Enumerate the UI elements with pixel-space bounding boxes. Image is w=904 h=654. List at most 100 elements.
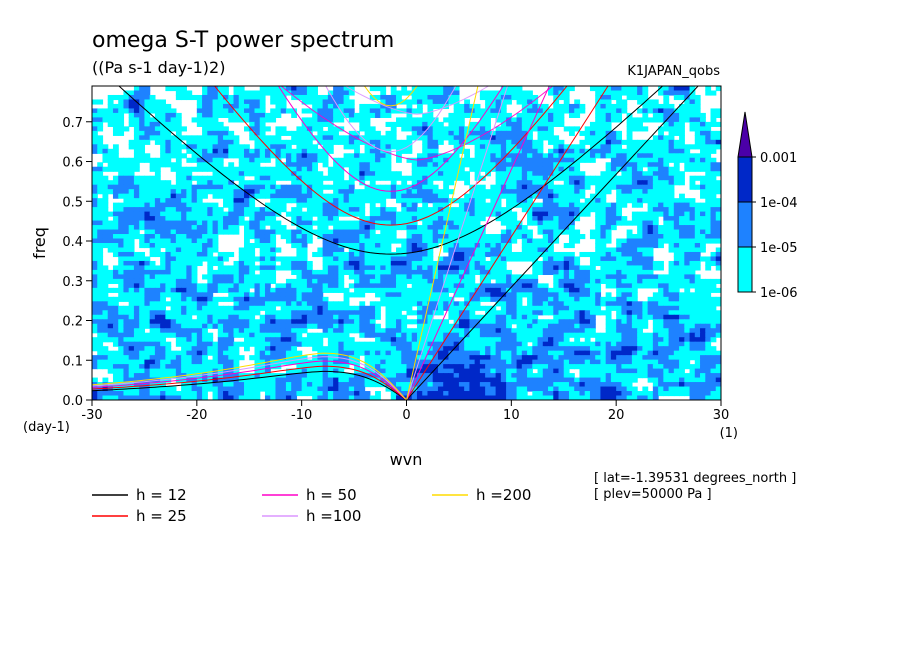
- heatmap-cell: [348, 157, 355, 163]
- heatmap-cell: [301, 238, 308, 244]
- heatmap-cell: [165, 130, 172, 136]
- heatmap-cell: [175, 292, 182, 298]
- heatmap-cell: [605, 175, 612, 181]
- heatmap-cell: [385, 287, 392, 293]
- heatmap-cell: [312, 292, 318, 298]
- heatmap-cell: [154, 305, 161, 311]
- heatmap-cell: [568, 108, 575, 114]
- heatmap-cell: [112, 251, 119, 258]
- heatmap-cell: [118, 220, 125, 226]
- heatmap-cell: [259, 292, 266, 298]
- heatmap-cell: [416, 86, 423, 92]
- heatmap-cell: [348, 103, 355, 110]
- heatmap-cell: [396, 193, 402, 199]
- heatmap-cell: [270, 216, 277, 222]
- heatmap-cell: [668, 247, 675, 253]
- heatmap-cell: [673, 202, 680, 208]
- heatmap-cell: [684, 207, 691, 213]
- heatmap-cell: [92, 108, 98, 114]
- heatmap-cell: [333, 202, 339, 208]
- heatmap-cell: [605, 126, 612, 132]
- heatmap-cell: [322, 162, 329, 168]
- heatmap-cell: [422, 256, 429, 262]
- heatmap-cell: [715, 135, 721, 141]
- heatmap-cell: [663, 135, 670, 141]
- heatmap-cell: [123, 243, 130, 249]
- heatmap-cell: [479, 90, 486, 96]
- heatmap-cell: [333, 274, 339, 280]
- heatmap-cell: [149, 99, 156, 105]
- heatmap-cell: [354, 220, 360, 226]
- heatmap-cell: [327, 130, 334, 136]
- heatmap-cell: [684, 251, 691, 258]
- heatmap-cell: [631, 193, 638, 199]
- heatmap-cell: [112, 108, 119, 114]
- heatmap-cell: [437, 90, 444, 96]
- heatmap-cell: [270, 193, 277, 199]
- heatmap-cell: [679, 296, 685, 302]
- heatmap-cell: [668, 157, 675, 163]
- heatmap-cell: [532, 99, 539, 105]
- heatmap-cell: [181, 216, 187, 222]
- heatmap-cell: [92, 202, 98, 208]
- heatmap-cell: [626, 180, 633, 186]
- heatmap-cell: [322, 296, 329, 302]
- heatmap-cell: [616, 99, 623, 105]
- heatmap-cell: [490, 283, 497, 289]
- heatmap-cell: [170, 220, 177, 226]
- heatmap-cell: [133, 310, 140, 316]
- heatmap-cell: [97, 296, 104, 302]
- heatmap-cell: [689, 126, 696, 132]
- heatmap-cell: [296, 171, 303, 177]
- heatmap-cell: [432, 243, 439, 249]
- heatmap-cell: [244, 144, 250, 150]
- heatmap-cell: [474, 256, 481, 262]
- heatmap-cell: [584, 269, 591, 275]
- heatmap-cell: [700, 135, 706, 141]
- heatmap-cell: [652, 117, 659, 123]
- heatmap-cell: [647, 269, 654, 275]
- heatmap-cell: [637, 265, 643, 271]
- heatmap-cell: [322, 153, 329, 159]
- heatmap-cell: [259, 238, 266, 244]
- heatmap-cell: [327, 112, 334, 118]
- heatmap-cell: [715, 112, 721, 118]
- heatmap-cell: [317, 171, 324, 177]
- heatmap-cell: [689, 99, 696, 105]
- heatmap-cell: [181, 193, 187, 199]
- heatmap-cell: [558, 229, 565, 235]
- heatmap-cell: [207, 90, 214, 96]
- heatmap-cell: [500, 157, 507, 163]
- heatmap-cell: [139, 269, 146, 275]
- heatmap-cell: [637, 94, 643, 101]
- heatmap-cell: [312, 171, 318, 177]
- heatmap-cell: [474, 148, 481, 154]
- heatmap-cell: [228, 310, 235, 316]
- heatmap-cell: [149, 126, 156, 132]
- heatmap-cell: [385, 207, 392, 213]
- heatmap-cell: [637, 121, 643, 127]
- heatmap-cell: [228, 274, 235, 280]
- heatmap-cell: [464, 296, 470, 302]
- heatmap-cell: [385, 139, 392, 145]
- heatmap-cell: [495, 234, 502, 240]
- heatmap-cell: [448, 243, 455, 249]
- heatmap-cell: [485, 260, 491, 267]
- heatmap-cell: [202, 251, 208, 258]
- heatmap-cell: [527, 130, 533, 136]
- heatmap-cell: [427, 283, 434, 289]
- heatmap-cell: [223, 211, 229, 217]
- heatmap-cell: [154, 234, 161, 240]
- heatmap-cell: [631, 144, 638, 150]
- heatmap-cell: [684, 225, 691, 231]
- heatmap-cell: [500, 162, 507, 168]
- heatmap-cell: [306, 265, 313, 271]
- heatmap-cell: [595, 153, 602, 159]
- heatmap-cell: [217, 193, 224, 199]
- heatmap-cell: [275, 225, 282, 231]
- heatmap-cell: [144, 135, 151, 141]
- heatmap-cell: [160, 229, 166, 235]
- heatmap-cell: [107, 243, 114, 249]
- heatmap-cell: [259, 234, 266, 240]
- heatmap-cell: [202, 247, 208, 253]
